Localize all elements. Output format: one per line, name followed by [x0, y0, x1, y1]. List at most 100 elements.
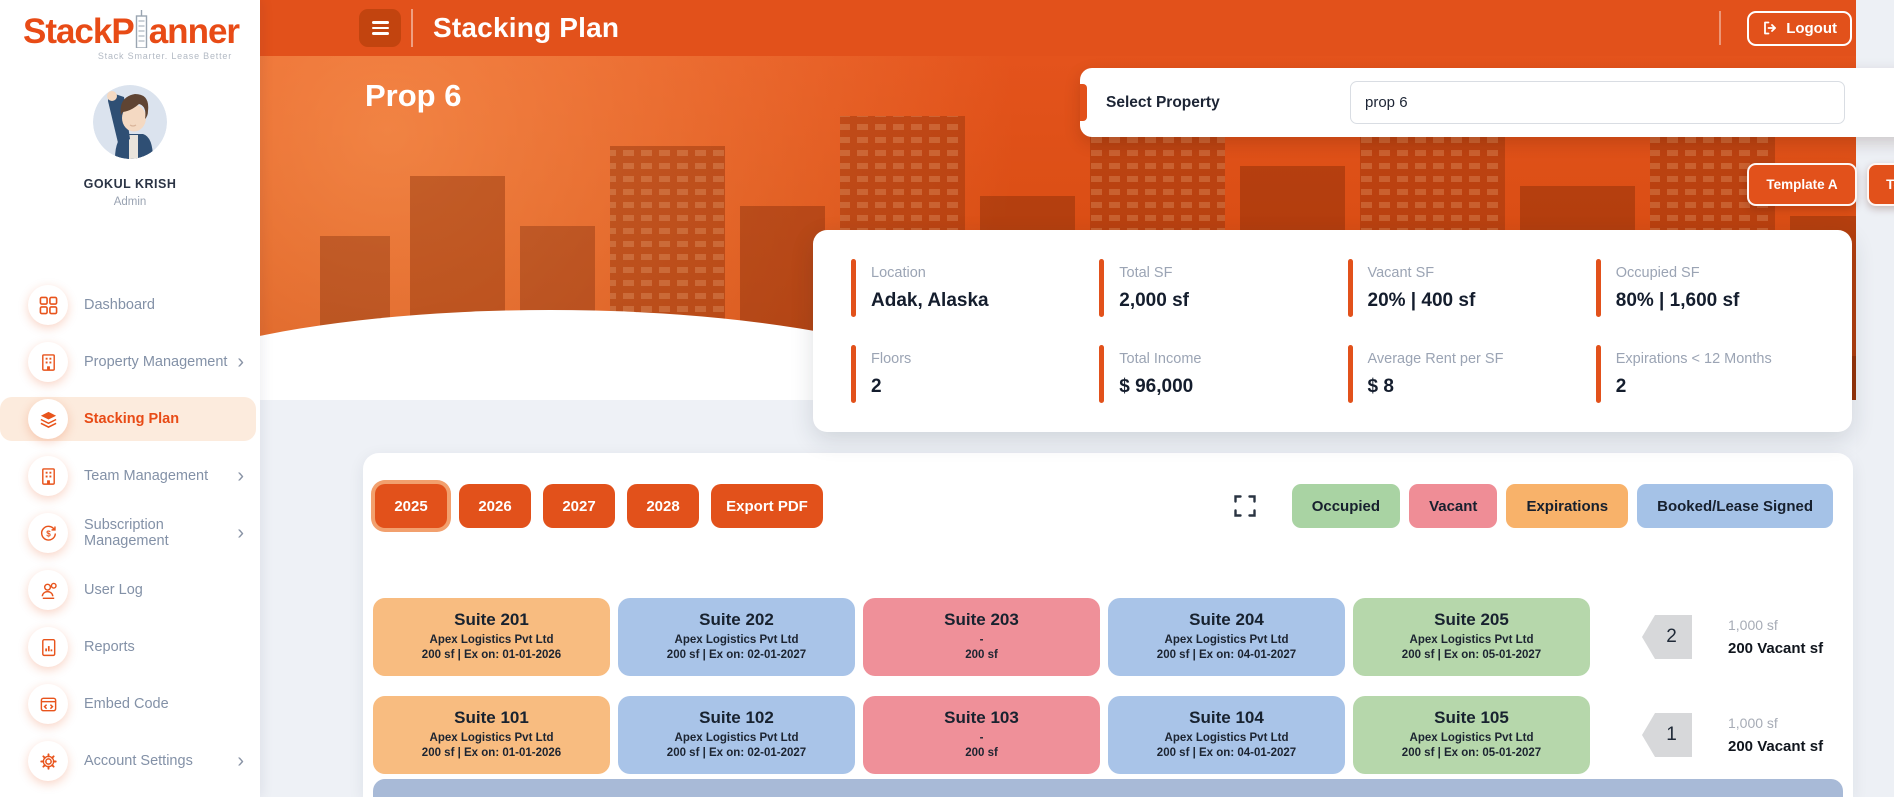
logo-text-pre: StackP: [22, 12, 135, 51]
suite-card-104[interactable]: Suite 104 Apex Logistics Pvt Ltd 200 sf …: [1108, 696, 1345, 774]
fullscreen-icon: [1234, 495, 1256, 517]
suite-card-101[interactable]: Suite 101 Apex Logistics Pvt Ltd 200 sf …: [373, 696, 610, 774]
stat-expirations: Expirations < 12 Months 2: [1595, 345, 1844, 403]
stat-total-income: Total Income $ 96,000: [1099, 345, 1347, 403]
sidebar-item-embed-code[interactable]: Embed Code: [0, 682, 260, 726]
stat-accent-bar: [1347, 259, 1353, 317]
sidebar-menu: Dashboard Property Management › St: [0, 283, 260, 783]
suite-card-105[interactable]: Suite 105 Apex Logistics Pvt Ltd 200 sf …: [1353, 696, 1590, 774]
floor-vacant-sf: 200 Vacant sf: [1728, 738, 1824, 755]
year-2027-button[interactable]: 2027: [543, 484, 615, 528]
svg-text:$: $: [46, 529, 51, 538]
select-property-label: Select Property: [1106, 93, 1220, 111]
main-area: Stacking Plan Logout: [260, 0, 1894, 797]
dashboard-icon: [28, 285, 68, 325]
subscription-icon: $: [28, 513, 68, 553]
template-a-button[interactable]: Template A: [1747, 163, 1857, 206]
topbar: Stacking Plan Logout: [260, 0, 1856, 56]
logout-button[interactable]: Logout: [1747, 10, 1852, 46]
stat-total-sf: Total SF 2,000 sf: [1099, 259, 1347, 317]
sidebar-item-subscription-management[interactable]: $ Subscription Management ›: [0, 511, 260, 555]
legend-occupied[interactable]: Occupied: [1291, 484, 1401, 528]
legend-vacant[interactable]: Vacant: [1409, 484, 1498, 528]
template-buttons: Template A Template B Template C: [1747, 163, 1894, 206]
stacking-plan-card: 2025 2026 2027 2028 Export PDF Occupied …: [363, 453, 1853, 797]
property-title: Prop 6: [365, 78, 462, 113]
floor-2-meta: 2 1,000 sf 200 Vacant sf: [1642, 598, 1823, 676]
sidebar-item-dashboard[interactable]: Dashboard: [0, 283, 260, 327]
building-icon: [28, 456, 68, 496]
logout-icon: [1764, 21, 1777, 35]
legend-expirations[interactable]: Expirations: [1506, 484, 1629, 528]
building-icon: [28, 342, 68, 382]
sidebar-item-property-management[interactable]: Property Management ›: [0, 340, 260, 384]
user-name: GOKUL KRISH: [83, 177, 177, 191]
stat-accent-bar: [1595, 259, 1601, 317]
chevron-right-icon: ›: [237, 465, 244, 487]
property-search-input[interactable]: [1350, 81, 1845, 124]
fullscreen-button[interactable]: [1229, 490, 1261, 522]
menu-toggle-button[interactable]: [359, 9, 401, 47]
stat-occupied-sf: Occupied SF 80% | 1,600 sf: [1595, 259, 1844, 317]
export-pdf-button[interactable]: Export PDF: [711, 484, 823, 528]
avatar: [93, 85, 167, 159]
sidebar: StackP anner Stack Smarter. Lease Better: [0, 0, 260, 797]
suite-card-102[interactable]: Suite 102 Apex Logistics Pvt Ltd 200 sf …: [618, 696, 855, 774]
sidebar-item-reports[interactable]: Reports: [0, 625, 260, 669]
suite-card-103[interactable]: Suite 103 - 200 sf: [863, 696, 1100, 774]
stat-accent-bar: [1347, 345, 1353, 403]
year-2025-button[interactable]: 2025: [375, 484, 447, 528]
sidebar-item-user-log[interactable]: User Log: [0, 568, 260, 612]
property-stats-card: Location Adak, Alaska Total SF 2,000 sf Va…: [813, 230, 1852, 432]
floor-total-sf: 1,000 sf: [1728, 715, 1778, 731]
embed-code-icon: [28, 684, 68, 724]
logo-text-post: anner: [148, 12, 240, 51]
chevron-right-icon: ›: [237, 351, 244, 373]
stat-vacant-sf: Vacant SF 20% | 400 sf: [1347, 259, 1596, 317]
stat-location: Location Adak, Alaska: [851, 259, 1099, 317]
suite-card-202[interactable]: Suite 202 Apex Logistics Pvt Ltd 200 sf …: [618, 598, 855, 676]
suite-card-203[interactable]: Suite 203 - 200 sf: [863, 598, 1100, 676]
next-floor-partial-row: [373, 779, 1843, 797]
stat-average-rent: Average Rent per SF $ 8: [1347, 345, 1596, 403]
year-2028-button[interactable]: 2028: [627, 484, 699, 528]
floor-number-tag: 1: [1642, 713, 1692, 757]
template-b-button[interactable]: Template B: [1867, 163, 1894, 206]
suite-card-205[interactable]: Suite 205 Apex Logistics Pvt Ltd 200 sf …: [1353, 598, 1590, 676]
stat-accent-bar: [1595, 345, 1601, 403]
user-profile: GOKUL KRISH Admin: [0, 85, 260, 208]
sidebar-item-account-settings[interactable]: Account Settings ›: [0, 739, 260, 783]
year-2026-button[interactable]: 2026: [459, 484, 531, 528]
suite-card-201[interactable]: Suite 201 Apex Logistics Pvt Ltd 200 sf …: [373, 598, 610, 676]
gear-icon: [28, 741, 68, 781]
stat-floors: Floors 2: [851, 345, 1099, 403]
app-logo: StackP anner Stack Smarter. Lease Better: [0, 0, 260, 61]
floor-1-suites-row: Suite 101 Apex Logistics Pvt Ltd 200 sf …: [373, 696, 1590, 774]
hamburger-icon: [371, 21, 389, 35]
floor-number-tag: 2: [1642, 615, 1692, 659]
stat-accent-bar: [851, 345, 856, 403]
user-role: Admin: [113, 196, 147, 208]
stat-accent-bar: [851, 259, 856, 317]
chevron-right-icon: ›: [237, 522, 244, 544]
accent-bar: [1080, 84, 1087, 121]
page-title: Stacking Plan: [433, 12, 620, 43]
floor-1-meta: 1 1,000 sf 200 Vacant sf: [1642, 696, 1823, 774]
sidebar-item-stacking-plan[interactable]: Stacking Plan: [0, 397, 256, 441]
topbar-divider: [411, 9, 413, 47]
reports-icon: [28, 627, 68, 667]
stat-accent-bar: [1099, 345, 1105, 403]
floor-vacant-sf: 200 Vacant sf: [1728, 640, 1824, 657]
stat-accent-bar: [1099, 259, 1105, 317]
sidebar-item-team-management[interactable]: Team Management ›: [0, 454, 260, 498]
user-log-icon: [28, 570, 68, 610]
layers-icon: [28, 399, 68, 439]
brand-tagline: Stack Smarter. Lease Better: [97, 51, 232, 61]
logo-building-icon: [135, 10, 147, 48]
property-select-bar: Select Property Show Plan: [1080, 68, 1894, 137]
floor-2-suites-row: Suite 201 Apex Logistics Pvt Ltd 200 sf …: [373, 598, 1590, 676]
topbar-divider: [1719, 11, 1722, 45]
legend-booked[interactable]: Booked/Lease Signed: [1637, 484, 1833, 528]
suite-card-204[interactable]: Suite 204 Apex Logistics Pvt Ltd 200 sf …: [1108, 598, 1345, 676]
